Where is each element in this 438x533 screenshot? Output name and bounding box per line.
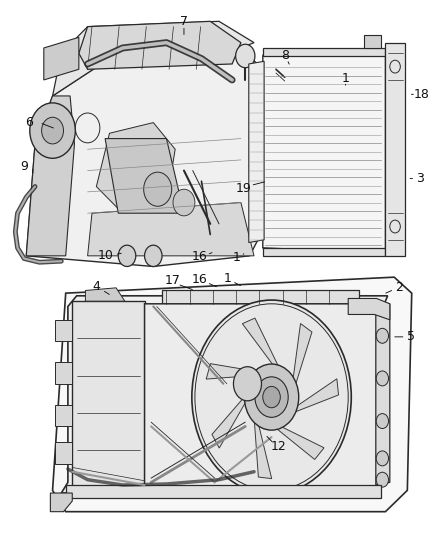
Circle shape xyxy=(244,364,299,430)
Text: 2: 2 xyxy=(396,281,403,294)
Polygon shape xyxy=(249,61,264,243)
Polygon shape xyxy=(50,493,72,512)
Circle shape xyxy=(376,472,389,487)
Text: 1: 1 xyxy=(341,72,349,85)
Text: 16: 16 xyxy=(191,273,207,286)
Circle shape xyxy=(118,245,136,266)
Text: 9: 9 xyxy=(20,160,28,173)
Text: 17: 17 xyxy=(164,274,180,287)
Polygon shape xyxy=(263,48,385,56)
Polygon shape xyxy=(105,139,184,213)
Text: 1: 1 xyxy=(224,272,232,285)
Text: 6: 6 xyxy=(25,116,33,129)
Circle shape xyxy=(236,44,255,68)
Text: 4: 4 xyxy=(92,280,100,293)
Text: 8: 8 xyxy=(281,50,289,62)
Circle shape xyxy=(376,371,389,386)
Circle shape xyxy=(173,189,195,216)
Polygon shape xyxy=(85,288,125,301)
Polygon shape xyxy=(79,21,241,69)
Bar xyxy=(55,405,72,426)
Polygon shape xyxy=(44,37,79,80)
Polygon shape xyxy=(212,395,246,448)
Polygon shape xyxy=(364,35,381,48)
Polygon shape xyxy=(348,298,390,320)
Circle shape xyxy=(30,103,75,158)
Text: 16: 16 xyxy=(192,251,208,263)
Circle shape xyxy=(233,367,261,401)
Text: 10: 10 xyxy=(98,249,114,262)
Circle shape xyxy=(263,386,280,408)
Polygon shape xyxy=(26,48,272,266)
Circle shape xyxy=(376,414,389,429)
Text: 1: 1 xyxy=(233,252,240,264)
Text: 5: 5 xyxy=(407,330,415,343)
Polygon shape xyxy=(206,364,257,379)
Circle shape xyxy=(192,300,351,494)
Circle shape xyxy=(145,245,162,266)
Polygon shape xyxy=(53,277,412,512)
Text: 19: 19 xyxy=(236,182,252,195)
Polygon shape xyxy=(61,296,388,493)
Polygon shape xyxy=(162,290,359,304)
Polygon shape xyxy=(293,324,312,386)
Polygon shape xyxy=(72,301,145,488)
Polygon shape xyxy=(53,21,254,96)
Polygon shape xyxy=(276,426,324,459)
Bar xyxy=(55,442,72,464)
Text: 3: 3 xyxy=(417,172,424,185)
Polygon shape xyxy=(96,123,175,213)
Circle shape xyxy=(376,451,389,466)
Circle shape xyxy=(255,377,288,417)
Polygon shape xyxy=(145,304,385,488)
Text: 7: 7 xyxy=(180,15,188,28)
Polygon shape xyxy=(263,51,385,253)
Text: 18: 18 xyxy=(413,88,429,101)
Polygon shape xyxy=(385,43,405,256)
Polygon shape xyxy=(26,96,74,256)
Polygon shape xyxy=(254,420,272,479)
Circle shape xyxy=(144,172,172,206)
Circle shape xyxy=(376,328,389,343)
Bar xyxy=(55,320,72,341)
Circle shape xyxy=(42,117,64,144)
Circle shape xyxy=(376,302,389,317)
Polygon shape xyxy=(66,485,381,498)
Polygon shape xyxy=(88,203,254,256)
Text: 12: 12 xyxy=(270,440,286,453)
Polygon shape xyxy=(263,248,385,256)
Polygon shape xyxy=(376,301,390,485)
Polygon shape xyxy=(293,379,339,413)
Bar xyxy=(55,362,72,384)
Polygon shape xyxy=(242,318,279,368)
